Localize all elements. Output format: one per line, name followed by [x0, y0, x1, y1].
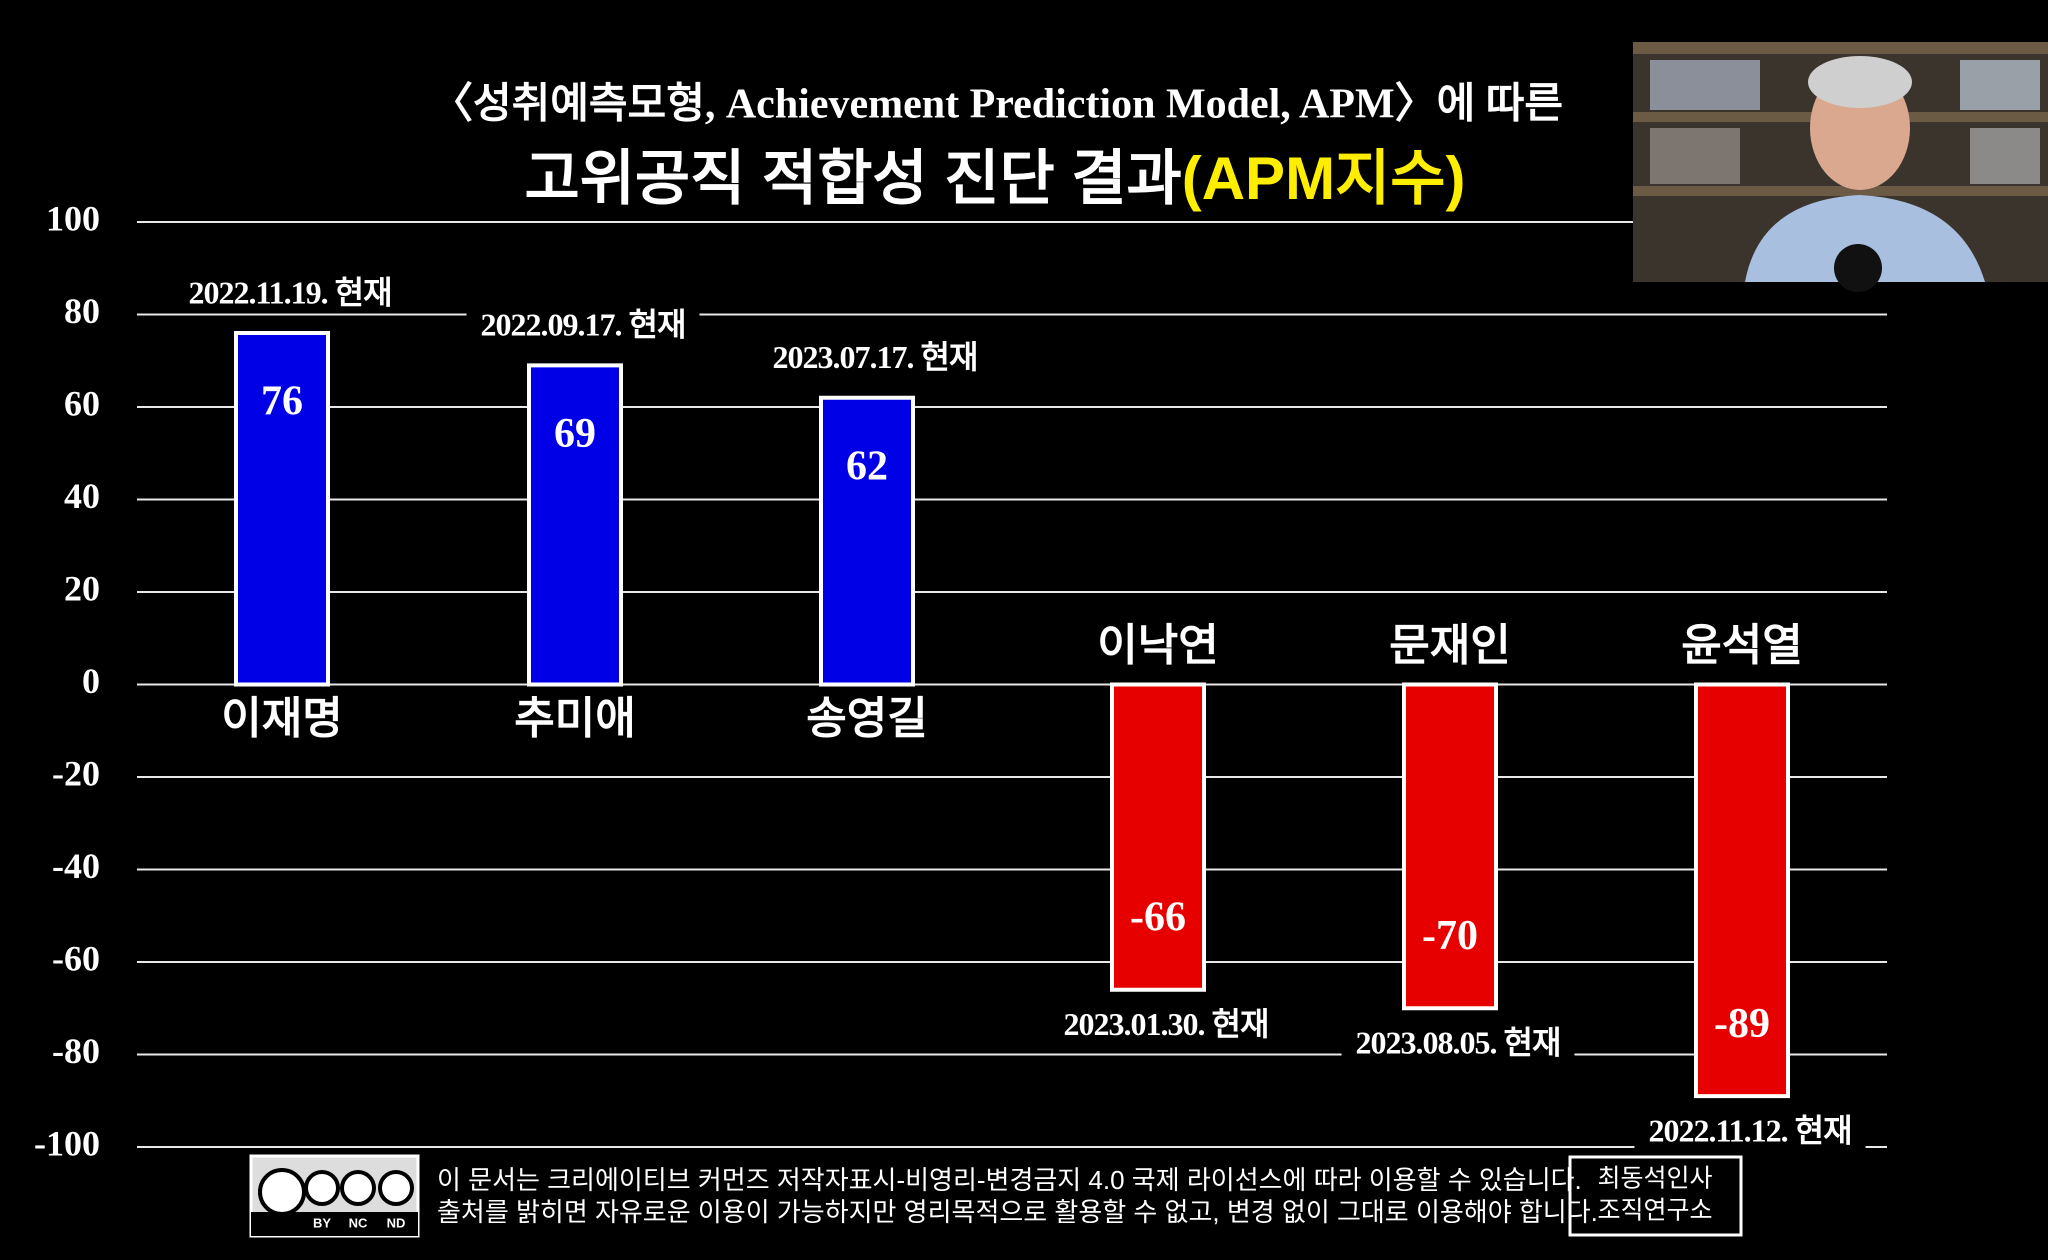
y-tick-label: -40	[52, 846, 100, 886]
annotation: 2022.11.19. 현재	[188, 274, 391, 310]
annotation: 2023.08.05. 현재	[1356, 1025, 1561, 1061]
y-tick-label: 0	[82, 661, 100, 701]
title-highlight: (APM지수)	[1182, 145, 1466, 212]
organization-text: 조직연구소	[1597, 1197, 1712, 1225]
cc-label: NC	[349, 1215, 368, 1230]
x-tick-label: 송영길	[806, 694, 927, 743]
value-label: -89	[1714, 1001, 1770, 1047]
annotation-background	[1049, 1006, 1283, 1043]
bar	[527, 363, 623, 687]
bar	[234, 331, 330, 687]
organization-text: 최동석인사	[1597, 1165, 1712, 1193]
organization-box	[1568, 1155, 1743, 1237]
value-label: 76	[261, 379, 303, 425]
annotation: 2023.07.17. 현재	[773, 339, 978, 375]
bar	[1402, 682, 1498, 1011]
y-tick-label: -60	[52, 938, 100, 978]
shelf	[1633, 42, 2048, 54]
value-label: -66	[1130, 894, 1186, 940]
bar	[1110, 682, 1206, 992]
by-icon	[304, 1170, 340, 1206]
chart-subtitle: 〈성취예측모형, Achievement Prediction Model, A…	[431, 82, 1563, 128]
annotation-background	[174, 274, 406, 311]
y-tick-label: 100	[46, 198, 100, 238]
value-label: -70	[1422, 913, 1478, 959]
annotation: 2022.11.12. 현재	[1648, 1112, 1851, 1148]
x-tick-label: 추미애	[514, 694, 635, 743]
license-text: 출처를 밝히면 자유로운 이용이 가능하지만 영리목적으로 활용할 수 없고, …	[437, 1197, 1598, 1227]
annotation-background	[1341, 1024, 1575, 1061]
annotation: 2023.01.30. 현재	[1064, 1006, 1269, 1042]
value-label: 69	[554, 411, 596, 457]
books	[1970, 128, 2040, 184]
x-tick-label: 이낙연	[1097, 621, 1218, 670]
cc-label: BY	[313, 1215, 331, 1230]
books	[1960, 60, 2040, 110]
annotation: 2022.09.17. 현재	[481, 307, 686, 343]
x-tick-label: 윤석열	[1681, 621, 1802, 670]
nd-icon	[378, 1170, 414, 1206]
cc-icon	[258, 1168, 306, 1216]
y-tick-label: 20	[64, 568, 100, 608]
x-tick-label: 문재인	[1389, 621, 1510, 670]
bar	[819, 395, 915, 687]
microphone	[1834, 244, 1882, 292]
x-tick-label: 이재명	[221, 694, 342, 743]
books	[1650, 128, 1740, 184]
annotation-background	[466, 306, 700, 343]
value-label: 62	[846, 443, 888, 489]
shelf	[1633, 186, 2048, 196]
y-tick-label: -100	[34, 1123, 100, 1163]
footer: BY NC ND 이 문서는 크리에이티브 커먼즈 저작자표시-비영리-변경금지…	[249, 1154, 1743, 1238]
plot-area: -100 -80 -60 -40 -20 0 20 40 60 80 100 76 이재명 2022.11…	[34, 198, 1887, 1163]
person-shirt	[1745, 195, 1985, 282]
y-tick-label: 80	[64, 291, 100, 331]
license-text: 이 문서는 크리에이티브 커먼즈 저작자표시-비영리-변경금지 4.0 국제 라…	[437, 1165, 1582, 1195]
annotation-background	[758, 339, 992, 376]
books	[1650, 60, 1760, 110]
annotation-background	[1634, 1112, 1866, 1149]
y-tick-label: 60	[64, 383, 100, 423]
y-tick-label: -80	[52, 1031, 100, 1071]
person-hair	[1808, 56, 1912, 108]
title-main: 고위공직 적합성 진단 결과	[525, 145, 1182, 212]
y-tick-label: -20	[52, 753, 100, 793]
webcam-feed	[1633, 42, 2048, 292]
nc-icon	[340, 1170, 376, 1206]
y-tick-label: 40	[64, 476, 100, 516]
chart-title: 고위공직 적합성 진단 결과(APM지수)	[525, 145, 1466, 212]
cc-badge-strip	[251, 1212, 418, 1236]
bar	[1694, 682, 1790, 1099]
cc-label: ND	[387, 1215, 406, 1230]
